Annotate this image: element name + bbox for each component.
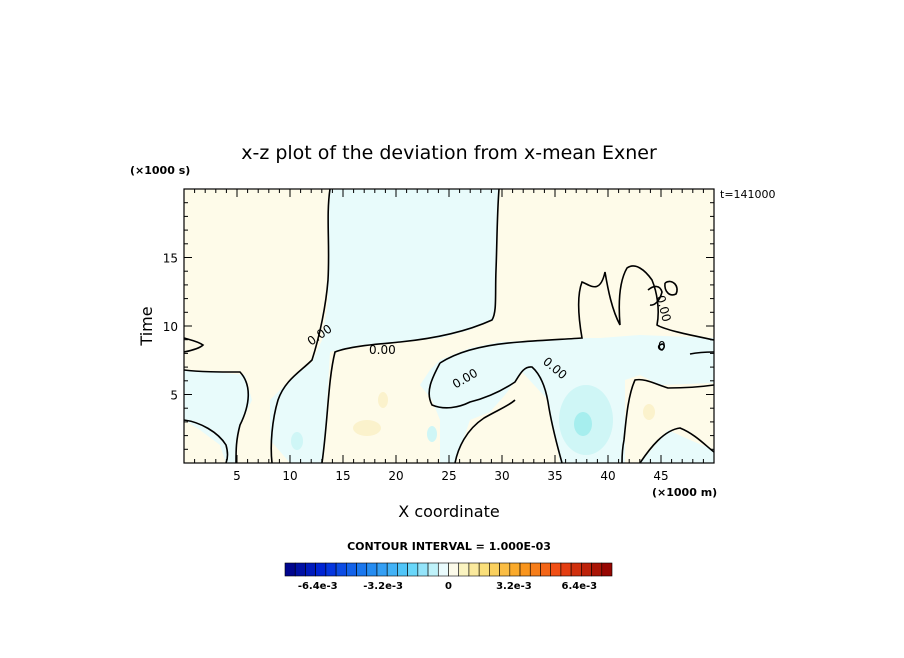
x-tick-label: 45 (653, 469, 668, 483)
colorbar-bin (458, 562, 470, 577)
contour-label: 0.00 (369, 343, 396, 357)
colorbar-bin (366, 562, 378, 577)
minimum-blob-inner (574, 412, 592, 436)
y-axis-label: Time (137, 306, 156, 346)
colorbar-bin (417, 562, 429, 577)
colorbar-bin (499, 562, 511, 577)
colorbar-bin (478, 562, 490, 577)
contour-line (657, 343, 665, 351)
colorbar-bin (437, 562, 449, 577)
negative-region-right (640, 430, 714, 463)
colorbar-bin (315, 562, 327, 577)
axes: 5 10 15 20 25 30 35 40 45 5 10 15 (163, 189, 714, 483)
x-tick-label: 30 (494, 469, 509, 483)
contour-line (689, 351, 714, 355)
x-tick-label: 40 (600, 469, 615, 483)
positive-blob (353, 420, 381, 436)
x-tick-label: 15 (335, 469, 350, 483)
colorbar-bin (407, 562, 419, 577)
y-tick-label: 10 (163, 320, 178, 334)
x-tick-label: 10 (282, 469, 297, 483)
contour-line (454, 399, 516, 463)
colorbar-bin (591, 562, 603, 577)
colorbar-bin (397, 562, 408, 577)
y-unit-label: (×1000 s) (130, 164, 190, 177)
colorbar-tick-label: 6.4e-3 (561, 581, 597, 592)
colorbar-tick-label: 0 (445, 581, 452, 592)
y-tick-label: 5 (170, 389, 178, 403)
contour-line (621, 378, 714, 463)
contour-line (664, 280, 678, 296)
x-unit-label: (×1000 m) (652, 486, 717, 499)
negative-region-upper (270, 189, 499, 463)
colorbar-bin (325, 562, 337, 577)
colorbar-bin (529, 562, 541, 577)
colorbar-bin (335, 562, 347, 577)
colorbar-tick-label: 3.2e-3 (496, 581, 532, 592)
colorbar-tick-label: -6.4e-3 (298, 581, 338, 592)
contour-line (184, 369, 250, 463)
contour-line (270, 189, 331, 463)
colorbar-bin (581, 562, 592, 577)
contour-line (184, 419, 229, 463)
colorbar-bin (284, 562, 296, 577)
contour-line (647, 285, 663, 306)
colorbar-bin (519, 562, 531, 577)
contour-line (321, 189, 500, 463)
colorbar-bin (356, 562, 368, 577)
colorbar-bin (448, 562, 460, 577)
contour-line (639, 427, 714, 463)
minimum-blob-small-2 (427, 426, 437, 442)
contour-line (184, 337, 205, 353)
x-axis-label: X coordinate (398, 502, 499, 521)
time-stamp: t=141000 (720, 188, 776, 201)
contour-label: 0.00 (653, 294, 673, 323)
contour-interval: CONTOUR INTERVAL = 1.000E-03 (347, 540, 551, 553)
negative-region-left (184, 370, 252, 463)
colorbar-bin (427, 562, 439, 577)
colorbar-bin (346, 562, 357, 577)
contour-line (439, 265, 714, 364)
chart-title: x-z plot of the deviation from x-mean Ex… (241, 142, 657, 164)
colorbar-bin (386, 562, 398, 577)
x-tick-label: 20 (388, 469, 403, 483)
colorbar-tick-label: -3.2e-3 (363, 581, 403, 592)
colorbar-bin (294, 562, 306, 577)
colorbar-bin (489, 562, 500, 577)
contour-fill (184, 189, 714, 463)
colorbar-bin (570, 562, 582, 577)
x-tick-label: 35 (547, 469, 562, 483)
colorbar-bin (560, 562, 572, 577)
positive-blob-3 (643, 404, 655, 420)
contour-label: 0 (658, 339, 666, 353)
colorbar-bin (376, 562, 388, 577)
colorbar-bin (468, 562, 480, 577)
minimum-blob-small (291, 432, 303, 450)
contour-lines (184, 189, 714, 463)
x-tick-label: 5 (233, 469, 241, 483)
y-tick-label: 15 (163, 252, 178, 266)
colorbar-bin (305, 562, 316, 577)
colorbar-bin (601, 562, 613, 577)
colorbar-bin (550, 562, 562, 577)
x-tick-label: 25 (441, 469, 456, 483)
colorbar-bin (540, 562, 551, 577)
positive-blob-2 (378, 392, 388, 408)
contour-line (428, 362, 563, 463)
colorbar-bin (509, 562, 521, 577)
colorbar: -6.4e-3 -3.2e-3 0 3.2e-3 6.4e-3 (284, 562, 613, 592)
